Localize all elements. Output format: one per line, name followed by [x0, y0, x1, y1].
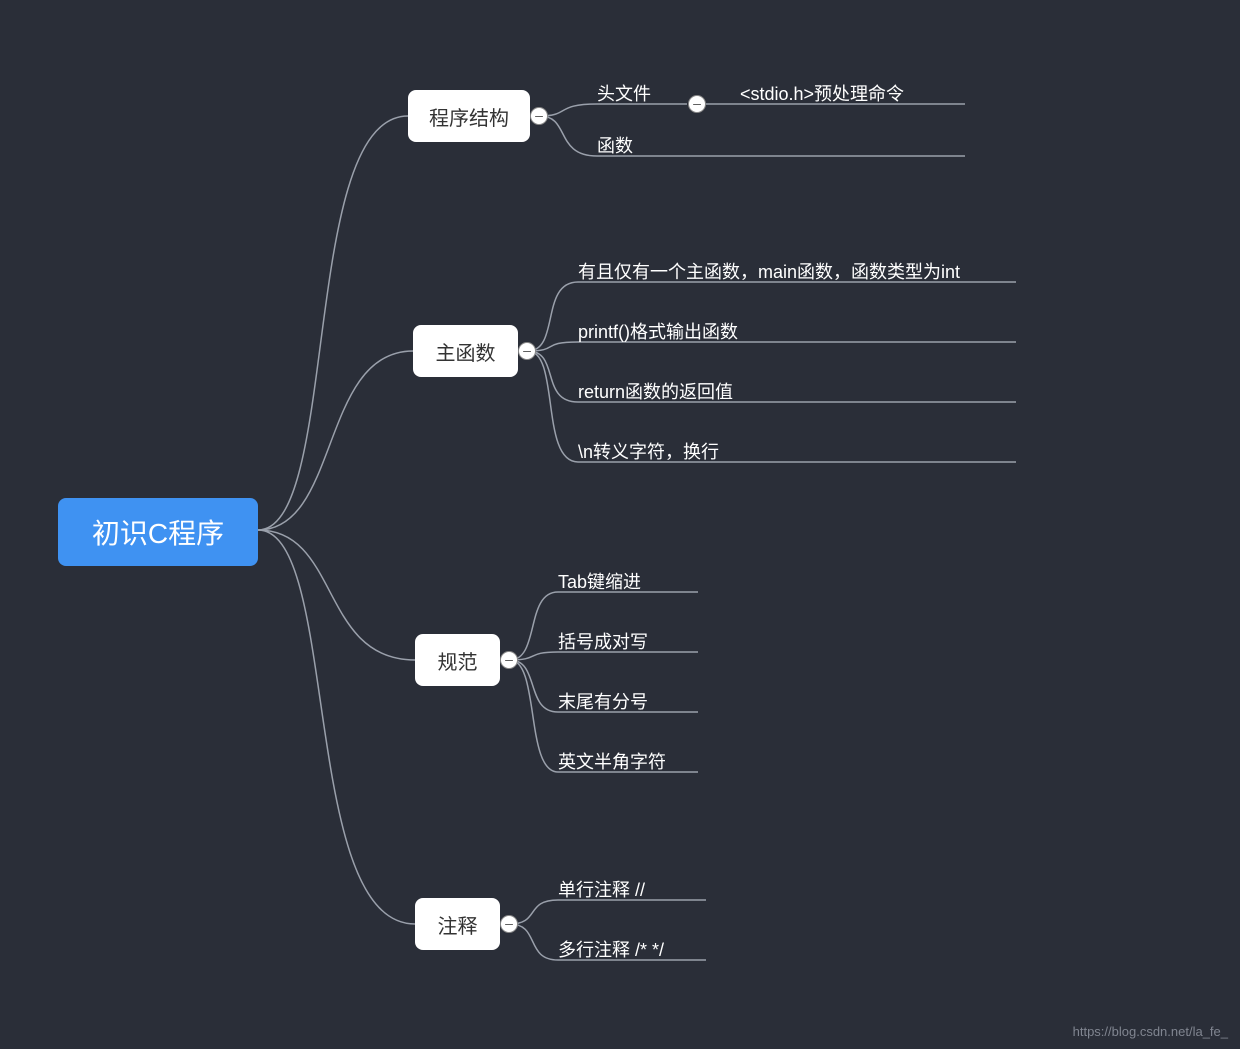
root-node[interactable]: 初识C程序 — [58, 498, 258, 566]
leaf-tab: Tab键缩进 — [558, 568, 641, 594]
collapse-icon[interactable] — [518, 342, 536, 360]
collapse-icon[interactable] — [500, 915, 518, 933]
branch-main[interactable]: 主函数 — [413, 325, 518, 377]
branch-norms[interactable]: 规范 — [415, 634, 500, 686]
branch-structure[interactable]: 程序结构 — [408, 90, 530, 142]
leaf-brackets: 括号成对写 — [558, 628, 648, 654]
leaf-function: 函数 — [597, 132, 633, 158]
branch-label: 规范 — [438, 646, 478, 675]
branch-comments[interactable]: 注释 — [415, 898, 500, 950]
leaf-return: return函数的返回值 — [578, 378, 733, 404]
collapse-icon[interactable] — [688, 95, 706, 113]
leaf-multi-comment: 多行注释 /* */ — [558, 936, 664, 962]
collapse-icon[interactable] — [500, 651, 518, 669]
branch-label: 程序结构 — [429, 102, 509, 131]
collapse-icon[interactable] — [530, 107, 548, 125]
leaf-single-comment: 单行注释 // — [558, 876, 645, 902]
watermark-text: https://blog.csdn.net/la_fe_ — [1073, 1024, 1228, 1039]
branch-label: 注释 — [438, 910, 478, 939]
leaf-newline: \n转义字符，换行 — [578, 438, 719, 464]
root-label: 初识C程序 — [92, 512, 224, 552]
leaf-ascii: 英文半角字符 — [558, 748, 666, 774]
branch-label: 主函数 — [436, 337, 496, 366]
leaf-semicolon: 末尾有分号 — [558, 688, 648, 714]
leaf-main-one: 有且仅有一个主函数，main函数，函数类型为int — [578, 258, 960, 284]
leaf-header-file: 头文件 — [597, 80, 651, 106]
leaf-stdio: <stdio.h>预处理命令 — [740, 80, 904, 106]
leaf-printf: printf()格式输出函数 — [578, 318, 738, 344]
